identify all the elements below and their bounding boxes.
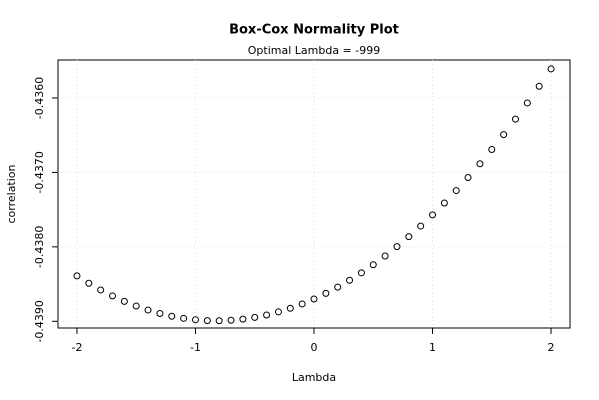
point (191, 316, 199, 324)
point (109, 292, 117, 300)
y-tick-label: -0.4390 (33, 300, 46, 342)
point (547, 65, 555, 73)
x-tick-label: 2 (548, 341, 555, 354)
point (381, 252, 389, 260)
point (405, 233, 413, 241)
x-tick-label: 1 (429, 341, 436, 354)
point (274, 308, 282, 316)
chart-title: Box-Cox Normality Plot (229, 23, 399, 38)
x-tick-label: -2 (71, 341, 82, 354)
point (488, 145, 496, 153)
point (393, 243, 401, 251)
chart-subtitle: Optimal Lambda = -999 (248, 44, 380, 57)
point (239, 315, 247, 323)
point (476, 160, 484, 168)
point (322, 289, 330, 297)
point (417, 222, 425, 230)
point (464, 173, 472, 181)
point (286, 304, 294, 312)
y-axis-label: correlation (5, 164, 18, 223)
point (440, 199, 448, 207)
point (251, 313, 259, 321)
point (535, 82, 543, 90)
point (132, 302, 140, 310)
point (452, 187, 460, 195)
point (429, 211, 437, 219)
point (203, 317, 211, 325)
point (73, 272, 81, 280)
point (346, 276, 354, 284)
y-tick-label: -0.4380 (33, 226, 46, 268)
point (120, 297, 128, 305)
point (500, 131, 508, 139)
point (227, 316, 235, 324)
x-tick-label: -1 (190, 341, 201, 354)
point (523, 99, 531, 107)
point (156, 309, 164, 317)
point (180, 314, 188, 322)
point (97, 286, 105, 294)
x-axis-label: Lambda (292, 371, 336, 384)
y-tick-label: -0.4370 (33, 151, 46, 193)
y-tick-label: -0.4360 (33, 77, 46, 119)
point (263, 311, 271, 319)
x-tick-label: 0 (311, 341, 318, 354)
point (369, 261, 377, 269)
point (334, 283, 342, 291)
point (144, 306, 152, 314)
point (298, 300, 306, 308)
point (85, 279, 93, 287)
point (215, 317, 223, 325)
point (357, 269, 365, 277)
point (168, 312, 176, 320)
point (511, 115, 519, 123)
point (310, 295, 318, 303)
